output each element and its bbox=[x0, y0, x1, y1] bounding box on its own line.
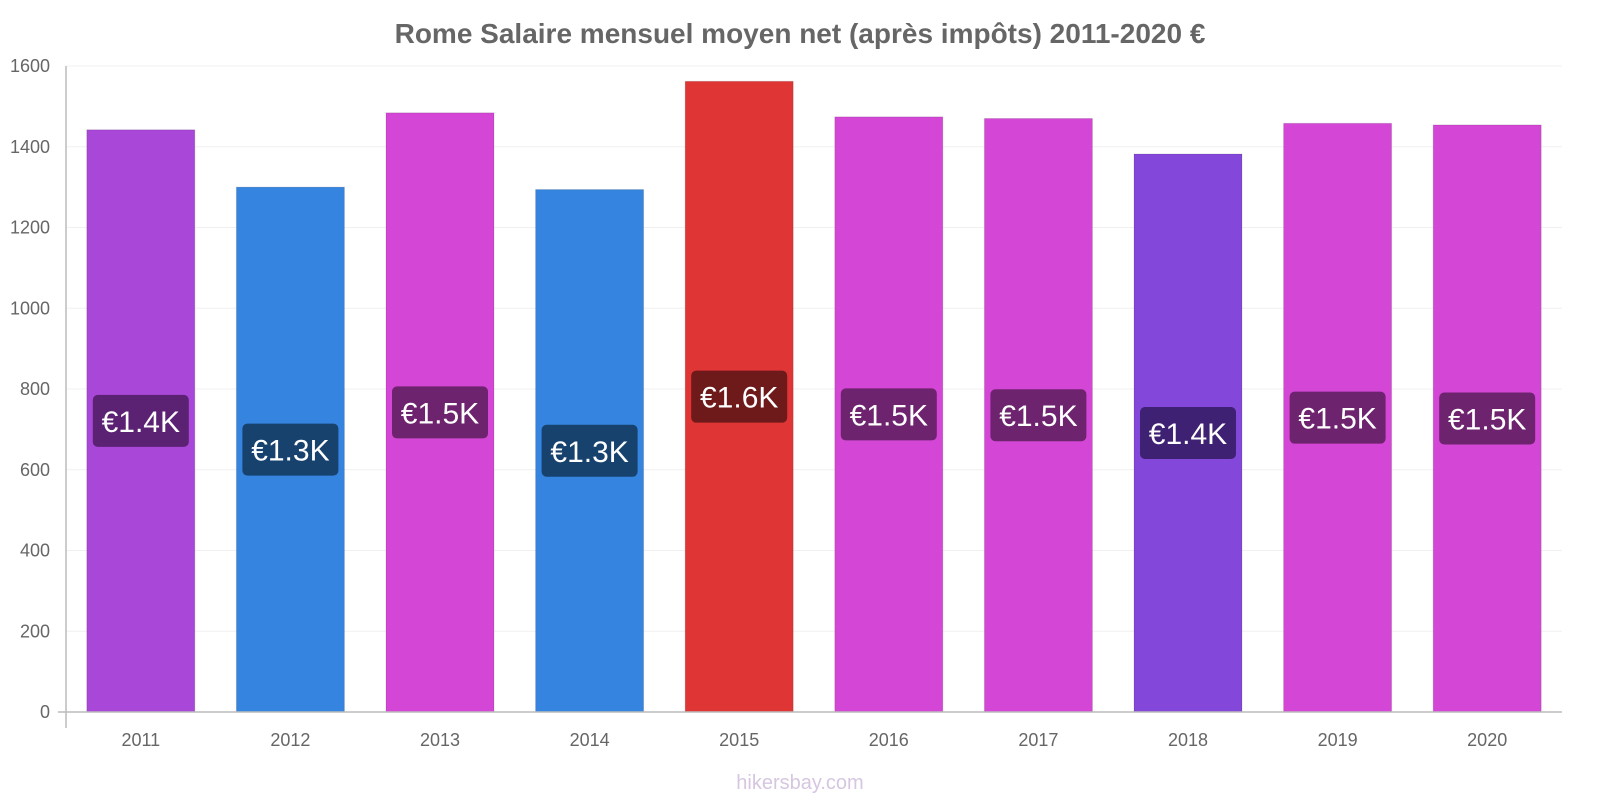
data-label-background bbox=[92, 394, 189, 447]
data-label: €1.4K bbox=[1149, 418, 1227, 451]
credit-text: hikersbay.com bbox=[736, 772, 863, 794]
data-labels: €1.4K €1.3K €1.5K €1.3K €1.6K €1.5K €1.5K €1.4K… bbox=[92, 370, 1536, 477]
y-tick-label: 0 bbox=[40, 702, 50, 722]
x-tick-label: 2013 bbox=[420, 730, 460, 750]
data-label-background bbox=[990, 389, 1087, 442]
data-label: €1.5K bbox=[1298, 403, 1376, 436]
x-tick-label: 2019 bbox=[1318, 730, 1358, 750]
y-tick-label: 800 bbox=[20, 379, 50, 399]
x-tick-label: 2012 bbox=[270, 730, 310, 750]
data-label: €1.6K bbox=[700, 382, 778, 415]
x-tick-label: 2015 bbox=[719, 730, 759, 750]
chart-title: Rome Salaire mensuel moyen net (après im… bbox=[395, 18, 1206, 49]
x-tick-label: 2014 bbox=[570, 730, 610, 750]
data-label-background bbox=[541, 424, 638, 477]
data-label-background bbox=[840, 388, 937, 441]
y-tick-label: 600 bbox=[20, 460, 50, 480]
y-tick-label: 1600 bbox=[10, 56, 50, 76]
data-label-background bbox=[1289, 391, 1386, 444]
data-label: €1.5K bbox=[850, 399, 928, 432]
data-label: €1.5K bbox=[1448, 403, 1526, 436]
x-tick-label: 2017 bbox=[1018, 730, 1058, 750]
data-label: €1.4K bbox=[102, 406, 180, 439]
y-tick-label: 200 bbox=[20, 621, 50, 641]
y-tick-label: 1000 bbox=[10, 298, 50, 318]
data-label: €1.5K bbox=[999, 400, 1077, 433]
axes: 0 200 400 600 800 1000 1200 1400 1600 2011 2012 201… bbox=[10, 56, 1562, 750]
x-tick-label: 2018 bbox=[1168, 730, 1208, 750]
data-label: €1.5K bbox=[401, 397, 479, 430]
y-tick-label: 1400 bbox=[10, 137, 50, 157]
data-label-background bbox=[242, 423, 339, 476]
x-tick-label: 2016 bbox=[869, 730, 909, 750]
data-label: €1.3K bbox=[550, 436, 628, 469]
x-tick-label: 2011 bbox=[121, 730, 160, 750]
data-label-background bbox=[691, 370, 788, 423]
x-tick-label: 2020 bbox=[1467, 730, 1507, 750]
data-label: €1.3K bbox=[251, 435, 329, 468]
data-label-background bbox=[1439, 392, 1536, 445]
y-tick-label: 1200 bbox=[10, 218, 50, 238]
data-label-background bbox=[392, 386, 488, 439]
y-tick-label: 400 bbox=[20, 541, 50, 561]
data-label-background bbox=[1140, 407, 1236, 460]
